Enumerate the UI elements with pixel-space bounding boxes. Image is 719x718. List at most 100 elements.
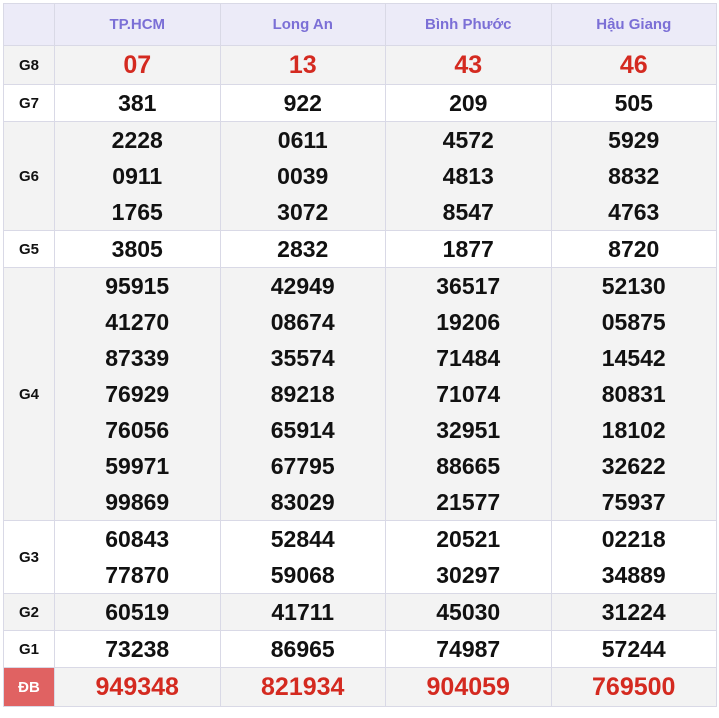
prize-cell: 904059 (385, 667, 552, 707)
prize-number: 99869 (105, 489, 170, 515)
prize-cell: 73238 (54, 630, 221, 668)
province-header[interactable]: Bình Phước (385, 3, 552, 46)
prize-cell: 42949 08674 35574 89218 65914 67795 83029 (219, 267, 386, 521)
prize-number: 80831 (601, 381, 666, 407)
prize-number: 52844 (270, 526, 335, 552)
prize-number: 505 (614, 90, 653, 116)
prize-number: 18102 (601, 417, 666, 443)
prize-number: 83029 (270, 489, 335, 515)
prize-number: 08674 (270, 309, 335, 335)
prize-cell: 46 (550, 45, 717, 85)
prize-number: 34889 (601, 562, 666, 588)
prize-number: 74987 (436, 636, 501, 662)
prize-number: 71074 (436, 381, 501, 407)
prize-cell: 45030 (385, 593, 552, 631)
prize-number: 05875 (601, 309, 666, 335)
prize-number: 95915 (105, 273, 170, 299)
prize-number: 73238 (105, 636, 170, 662)
prize-row-g5: G5 3805 2832 1877 8720 (3, 230, 717, 268)
prize-cell: 74987 (385, 630, 552, 668)
prize-number: 57244 (601, 636, 666, 662)
prize-number: 60519 (105, 599, 170, 625)
province-header[interactable]: Long An (219, 3, 386, 46)
prize-number: 35574 (270, 345, 335, 371)
prize-number: 13 (288, 51, 317, 79)
prize-number: 77870 (105, 562, 170, 588)
prize-cell: 43 (385, 45, 552, 85)
prize-label: G5 (3, 230, 55, 268)
prize-number: 21577 (436, 489, 501, 515)
prize-label: G4 (3, 267, 55, 521)
prize-cell: 52844 59068 (219, 520, 386, 594)
prize-number: 36517 (436, 273, 501, 299)
prize-number: 1765 (111, 199, 163, 225)
prize-label: G8 (3, 45, 55, 85)
prize-cell: 95915 41270 87339 76929 76056 59971 99869 (54, 267, 221, 521)
prize-number: 59971 (105, 453, 170, 479)
prize-row-g6: G6 2228 0911 1765 0611 0039 3072 4572 4813 8547 59… (3, 121, 717, 231)
prize-number: 32622 (601, 453, 666, 479)
province-header[interactable]: Hậu Giang (550, 3, 717, 46)
prize-cell: 60843 77870 (54, 520, 221, 594)
prize-number: 76929 (105, 381, 170, 407)
prize-cell: 821934 (219, 667, 386, 707)
prize-number: 1877 (442, 236, 494, 262)
prize-number: 65914 (270, 417, 335, 443)
prize-number: 0611 (277, 127, 328, 153)
prize-number: 0039 (277, 163, 329, 189)
province-header[interactable]: TP.HCM (54, 3, 221, 46)
prize-number: 52130 (601, 273, 666, 299)
prize-number: 45030 (436, 599, 501, 625)
prize-cell: 41711 (219, 593, 386, 631)
prize-number: 43 (454, 51, 483, 79)
prize-number: 8547 (442, 199, 494, 225)
prize-cell: 60519 (54, 593, 221, 631)
prize-row-g3: G3 60843 77870 52844 59068 20521 30297 02218 348… (3, 520, 717, 594)
prize-number: 41270 (105, 309, 170, 335)
prize-label: G6 (3, 121, 55, 231)
corner-cell (3, 3, 55, 46)
prize-row-g1: G1 73238 86965 74987 57244 (3, 630, 717, 668)
prize-number: 821934 (261, 673, 345, 701)
prize-number: 31224 (601, 599, 666, 625)
prize-cell: 5929 8832 4763 (550, 121, 717, 231)
prize-number: 89218 (270, 381, 335, 407)
prize-number: 67795 (270, 453, 335, 479)
prize-cell: 505 (550, 84, 717, 122)
prize-number: 87339 (105, 345, 170, 371)
prize-cell: 381 (54, 84, 221, 122)
prize-number: 02218 (601, 526, 666, 552)
header-row: TP.HCM Long An Bình Phước Hậu Giang (3, 3, 717, 46)
prize-cell: 3805 (54, 230, 221, 268)
prize-cell: 769500 (550, 667, 717, 707)
prize-number: 32951 (436, 417, 501, 443)
prize-cell: 1877 (385, 230, 552, 268)
prize-number: 60843 (105, 526, 170, 552)
prize-label: G7 (3, 84, 55, 122)
prize-row-đb: ĐB 949348 821934 904059 769500 (3, 667, 717, 707)
prize-row-g8: G8 07 13 43 46 (3, 45, 717, 85)
prize-number: 209 (449, 90, 488, 116)
prize-label: G3 (3, 520, 55, 594)
prize-cell: 949348 (54, 667, 221, 707)
prize-number: 71484 (436, 345, 501, 371)
prize-cell: 02218 34889 (550, 520, 717, 594)
prize-number: 769500 (592, 673, 676, 701)
prize-number: 3072 (277, 199, 329, 225)
prize-cell: 922 (219, 84, 386, 122)
prize-cell: 2228 0911 1765 (54, 121, 221, 231)
prize-row-g2: G2 60519 41711 45030 31224 (3, 593, 717, 631)
prize-cell: 52130 05875 14542 80831 18102 32622 75937 (550, 267, 717, 521)
prize-number: 904059 (426, 673, 510, 701)
prize-label: G2 (3, 593, 55, 631)
prize-number: 86965 (270, 636, 335, 662)
prize-number: 949348 (95, 673, 179, 701)
prize-cell: 4572 4813 8547 (385, 121, 552, 231)
prize-number: 4572 (442, 127, 494, 153)
prize-number: 88665 (436, 453, 501, 479)
prize-cell: 209 (385, 84, 552, 122)
prize-cell: 8720 (550, 230, 717, 268)
prize-row-g4: G4 95915 41270 87339 76929 76056 59971 99869 429… (3, 267, 717, 521)
prize-cell: 20521 30297 (385, 520, 552, 594)
prize-number: 2228 (111, 127, 163, 153)
